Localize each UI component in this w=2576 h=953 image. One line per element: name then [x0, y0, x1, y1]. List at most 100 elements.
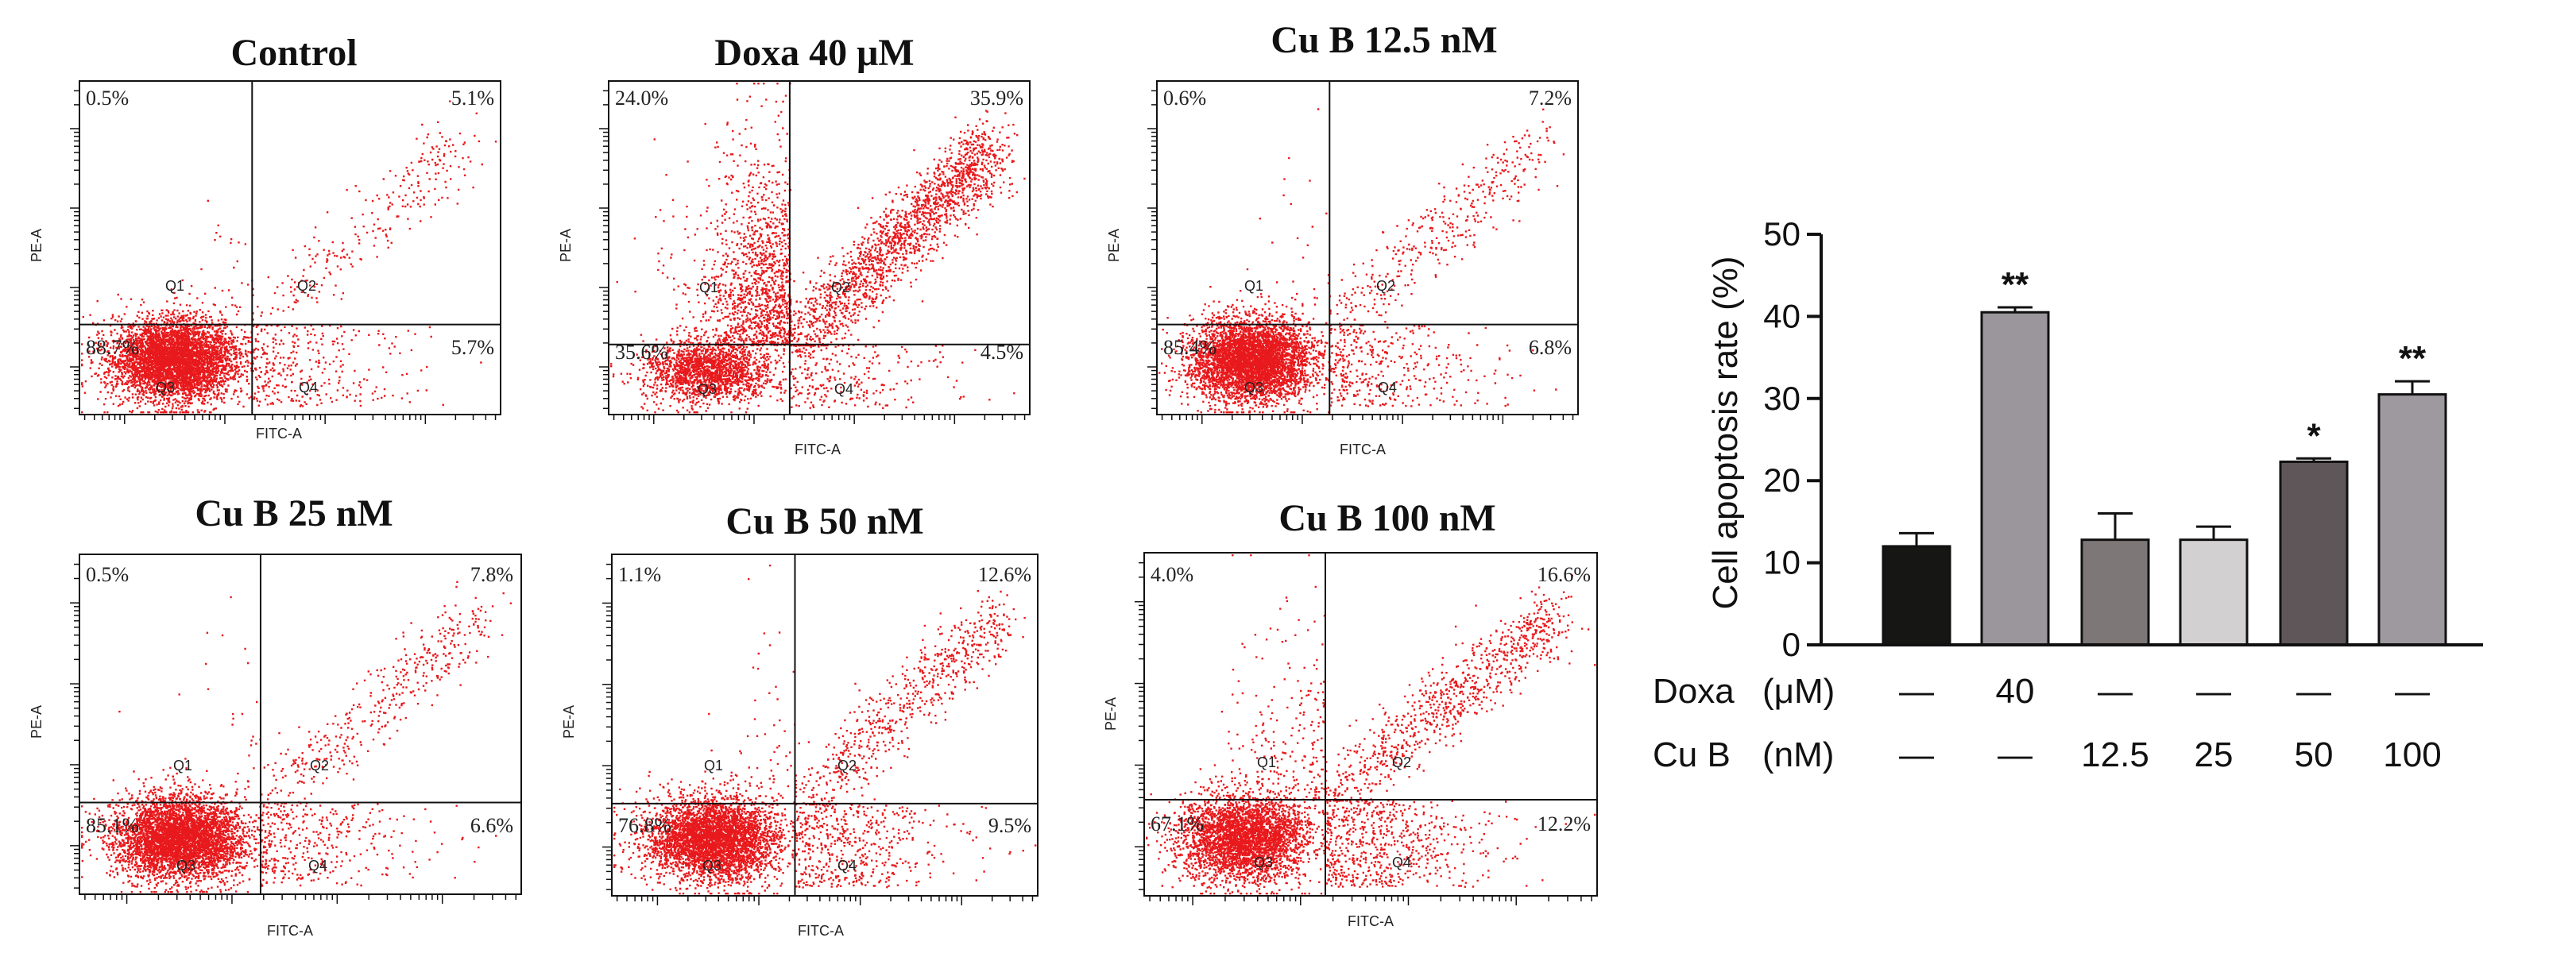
bar-y-ticks: 0 10 20 30 40 50: [1763, 215, 1821, 663]
x-axis-label: FITC-A: [798, 923, 844, 939]
y-tick-label: 40: [1763, 297, 1800, 334]
q4-percent: 6.6%: [470, 814, 513, 837]
flow-panel-cub-25: Cu B 25 nM 0.5% 7.8% 85.1% 6.6% Q1 Q2 Q3…: [29, 492, 522, 939]
condition-value: —: [2395, 672, 2430, 711]
plot-frame: [79, 80, 501, 415]
flow-panel-cub-50: Cu B 50 nM 1.1% 12.6% 76.8% 9.5% Q1 Q2 Q…: [561, 500, 1039, 939]
condition-value: 12.5: [2081, 735, 2149, 774]
bar: [1980, 311, 2050, 646]
q3-percent: 85.4%: [1163, 336, 1216, 359]
scatter-plot: [1147, 80, 1579, 424]
bar-group: *: [2279, 416, 2349, 646]
q1-label: Q1: [699, 280, 718, 295]
condition-value: —: [1899, 672, 1934, 711]
y-tick-label: 30: [1763, 380, 1800, 417]
plot-frame: [79, 554, 522, 895]
bar-group: **: [1980, 265, 2050, 646]
significance-marker: **: [2399, 339, 2427, 378]
flow-panel-doxa-40: Doxa 40 μM 24.0% 35.9% 35.6% 4.5% Q1 Q2 …: [558, 32, 1031, 457]
significance-marker: **: [2002, 265, 2029, 304]
q4-percent: 12.2%: [1537, 812, 1591, 835]
x-axis-label: FITC-A: [267, 923, 313, 939]
q1-percent: 0.5%: [86, 87, 129, 110]
q4-label: Q4: [837, 858, 857, 874]
q1-percent: 0.6%: [1163, 87, 1206, 110]
flow-panel-control: Control 0.5% 5.1% 88.7% 5.7% Q1 Q2 Q3 Q4…: [29, 32, 501, 442]
condition-values: — 40 — — — — — — 12.5 25 50 100: [1899, 672, 2442, 774]
q1-percent: 1.1%: [618, 563, 661, 586]
panel-title: Doxa 40 μM: [714, 32, 914, 74]
event-dots: [81, 100, 497, 414]
y-tick-label: 10: [1763, 544, 1800, 581]
q4-percent: 5.7%: [451, 336, 494, 359]
q4-percent: 6.8%: [1529, 336, 1572, 359]
bar: [2279, 460, 2349, 646]
bar-group: **: [2377, 339, 2447, 646]
panel-title: Cu B 50 nM: [725, 500, 923, 542]
flow-panel-cub-100: Cu B 100 nM 4.0% 16.6% 67.1% 12.2% Q1 Q2…: [1103, 497, 1598, 929]
condition-value: —: [2296, 672, 2331, 711]
plot-frame: [1156, 80, 1579, 415]
q4-label: Q4: [834, 381, 853, 397]
q1-percent: 0.5%: [86, 563, 129, 586]
q2-percent: 5.1%: [451, 87, 494, 110]
q3-percent: 35.6%: [615, 341, 668, 364]
event-dots: [613, 564, 1037, 895]
condition-value: —: [1899, 735, 1934, 774]
event-dots: [610, 83, 1026, 414]
scatter-plot: [602, 554, 1039, 905]
q2-label: Q2: [1376, 278, 1395, 294]
q3-label: Q3: [1254, 855, 1273, 870]
condition-value: 100: [2383, 735, 2441, 774]
q1-label: Q1: [173, 758, 192, 774]
cub-row-unit: (nM): [1762, 735, 1834, 774]
q3-percent: 76.8%: [618, 814, 671, 837]
q3-label: Q3: [1244, 380, 1263, 395]
condition-value: —: [2196, 672, 2231, 711]
condition-value: —: [2098, 672, 2133, 711]
log-ticks: [1147, 90, 1574, 424]
q3-label: Q3: [698, 381, 717, 397]
panel-title: Cu B 12.5 nM: [1271, 19, 1497, 61]
y-axis-label: PE-A: [1103, 697, 1119, 731]
y-axis-label: PE-A: [558, 229, 574, 262]
doxa-row-unit: (μM): [1762, 672, 1835, 711]
q4-label: Q4: [299, 380, 318, 395]
condition-value: —: [1998, 735, 2033, 774]
x-axis-label: FITC-A: [256, 426, 302, 442]
q2-percent: 35.9%: [970, 87, 1023, 110]
plot-frame: [611, 554, 1039, 897]
bar-group: [1882, 531, 1951, 646]
y-axis-label: PE-A: [29, 229, 44, 262]
event-dot-cloud: [1146, 554, 1596, 895]
q4-label: Q4: [308, 858, 327, 874]
bar: [2179, 538, 2249, 646]
q2-label: Q2: [831, 280, 850, 295]
y-tick-label: 0: [1782, 626, 1800, 663]
q4-label: Q4: [1378, 380, 1397, 395]
event-dot-cloud: [81, 581, 512, 893]
event-dots: [1158, 108, 1565, 414]
scatter-plot: [70, 80, 501, 424]
q1-label: Q1: [1244, 278, 1263, 294]
q3-percent: 85.1%: [86, 814, 139, 837]
log-ticks: [1135, 561, 1592, 905]
q2-label: Q2: [310, 758, 329, 774]
q4-percent: 9.5%: [988, 814, 1031, 837]
y-tick-label: 50: [1763, 215, 1800, 253]
q4-label: Q4: [1392, 855, 1411, 870]
event-dot-cloud: [613, 564, 1037, 895]
bar-series: *****: [1882, 265, 2447, 646]
q3-label: Q3: [176, 858, 195, 874]
q1-percent: 4.0%: [1151, 563, 1193, 586]
flow-cytometry-panels: Control 0.5% 5.1% 88.7% 5.7% Q1 Q2 Q3 Q4…: [29, 19, 1598, 939]
condition-value: 40: [1996, 672, 2035, 711]
doxa-row-label: Doxa: [1653, 672, 1735, 711]
y-tick-label: 20: [1763, 461, 1800, 499]
scatter-plot: [599, 80, 1031, 424]
log-ticks: [70, 90, 497, 424]
panel-title: Cu B 25 nM: [195, 492, 393, 534]
scatter-plot: [70, 554, 522, 904]
q1-label: Q1: [704, 758, 723, 774]
